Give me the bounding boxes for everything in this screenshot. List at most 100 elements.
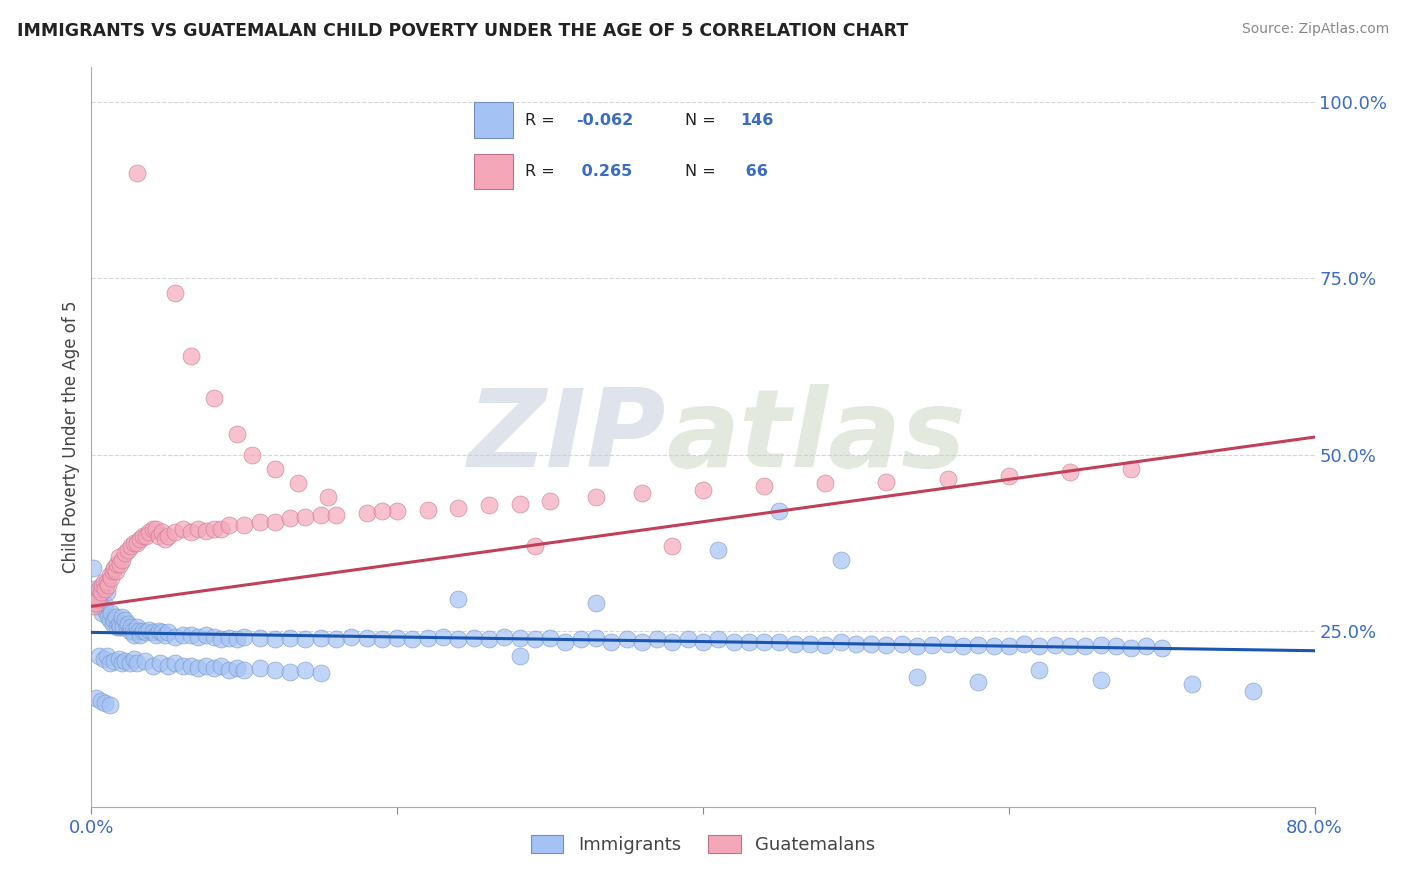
Point	[127, 536, 149, 550]
Point	[890, 637, 912, 651]
Point	[936, 472, 959, 486]
Point	[114, 614, 136, 628]
Point	[569, 632, 592, 647]
Point	[172, 627, 194, 641]
Point	[585, 596, 607, 610]
Point	[1043, 638, 1066, 652]
Point	[148, 624, 170, 638]
Point	[707, 632, 730, 647]
Point	[97, 610, 120, 624]
Point	[84, 592, 107, 607]
Point	[631, 486, 654, 500]
Point	[523, 632, 546, 647]
Point	[96, 648, 118, 663]
Point	[180, 659, 202, 673]
Point	[90, 694, 112, 708]
Point	[463, 631, 485, 645]
Point	[114, 546, 136, 560]
Point	[998, 468, 1021, 483]
Point	[165, 630, 187, 644]
Point	[447, 632, 470, 647]
Point	[117, 616, 139, 631]
Point	[233, 630, 256, 644]
Point	[754, 479, 776, 493]
Point	[129, 627, 152, 641]
Point	[153, 627, 176, 641]
Point	[98, 698, 121, 712]
Point	[96, 585, 118, 599]
Point	[108, 616, 131, 631]
Point	[127, 620, 149, 634]
Point	[585, 631, 607, 645]
Point	[278, 665, 301, 679]
Point	[202, 630, 225, 644]
Point	[138, 623, 160, 637]
Point	[240, 448, 263, 462]
Point	[202, 392, 225, 406]
Point	[82, 560, 104, 574]
Text: atlas: atlas	[666, 384, 966, 490]
Point	[905, 640, 928, 654]
Point	[432, 630, 454, 644]
Point	[132, 529, 155, 543]
Point	[150, 625, 173, 640]
Point	[754, 634, 776, 648]
Point	[768, 504, 790, 518]
Point	[1121, 640, 1143, 655]
Point	[585, 490, 607, 504]
Point	[202, 522, 225, 536]
Point	[180, 525, 202, 540]
Point	[156, 625, 179, 640]
Point	[447, 592, 470, 607]
Point	[249, 660, 271, 674]
Point	[103, 654, 125, 668]
Point	[294, 509, 316, 524]
Point	[967, 674, 990, 689]
Point	[156, 659, 179, 673]
Point	[1243, 684, 1265, 698]
Point	[111, 656, 134, 670]
Point	[723, 634, 745, 648]
Point	[983, 640, 1005, 654]
Point	[83, 599, 105, 614]
Point	[114, 654, 136, 668]
Point	[600, 634, 623, 648]
Point	[294, 663, 316, 677]
Point	[103, 614, 125, 628]
Point	[952, 640, 974, 654]
Point	[936, 637, 959, 651]
Point	[145, 627, 167, 641]
Point	[202, 660, 225, 674]
Point	[138, 525, 160, 540]
Point	[1150, 640, 1173, 655]
Point	[195, 524, 218, 538]
Point	[631, 634, 654, 648]
Point	[1012, 637, 1035, 651]
Point	[318, 490, 340, 504]
Point	[110, 557, 132, 571]
Point	[110, 620, 132, 634]
Point	[860, 637, 883, 651]
Point	[90, 585, 112, 599]
Point	[523, 540, 546, 554]
Point	[830, 553, 852, 567]
Point	[1105, 640, 1128, 654]
Point	[100, 607, 122, 621]
Point	[150, 525, 173, 540]
Point	[108, 549, 131, 564]
Point	[187, 522, 209, 536]
Point	[118, 656, 141, 670]
Text: Source: ZipAtlas.com: Source: ZipAtlas.com	[1241, 22, 1389, 37]
Point	[135, 529, 157, 543]
Y-axis label: Child Poverty Under the Age of 5: Child Poverty Under the Age of 5	[62, 301, 80, 574]
Point	[416, 631, 439, 645]
Point	[738, 634, 761, 648]
Point	[264, 462, 287, 476]
Point	[845, 637, 868, 651]
Point	[645, 632, 668, 647]
Point	[264, 663, 287, 677]
Point	[100, 571, 122, 585]
Point	[1135, 640, 1157, 654]
Point	[340, 630, 363, 644]
Point	[509, 631, 531, 645]
